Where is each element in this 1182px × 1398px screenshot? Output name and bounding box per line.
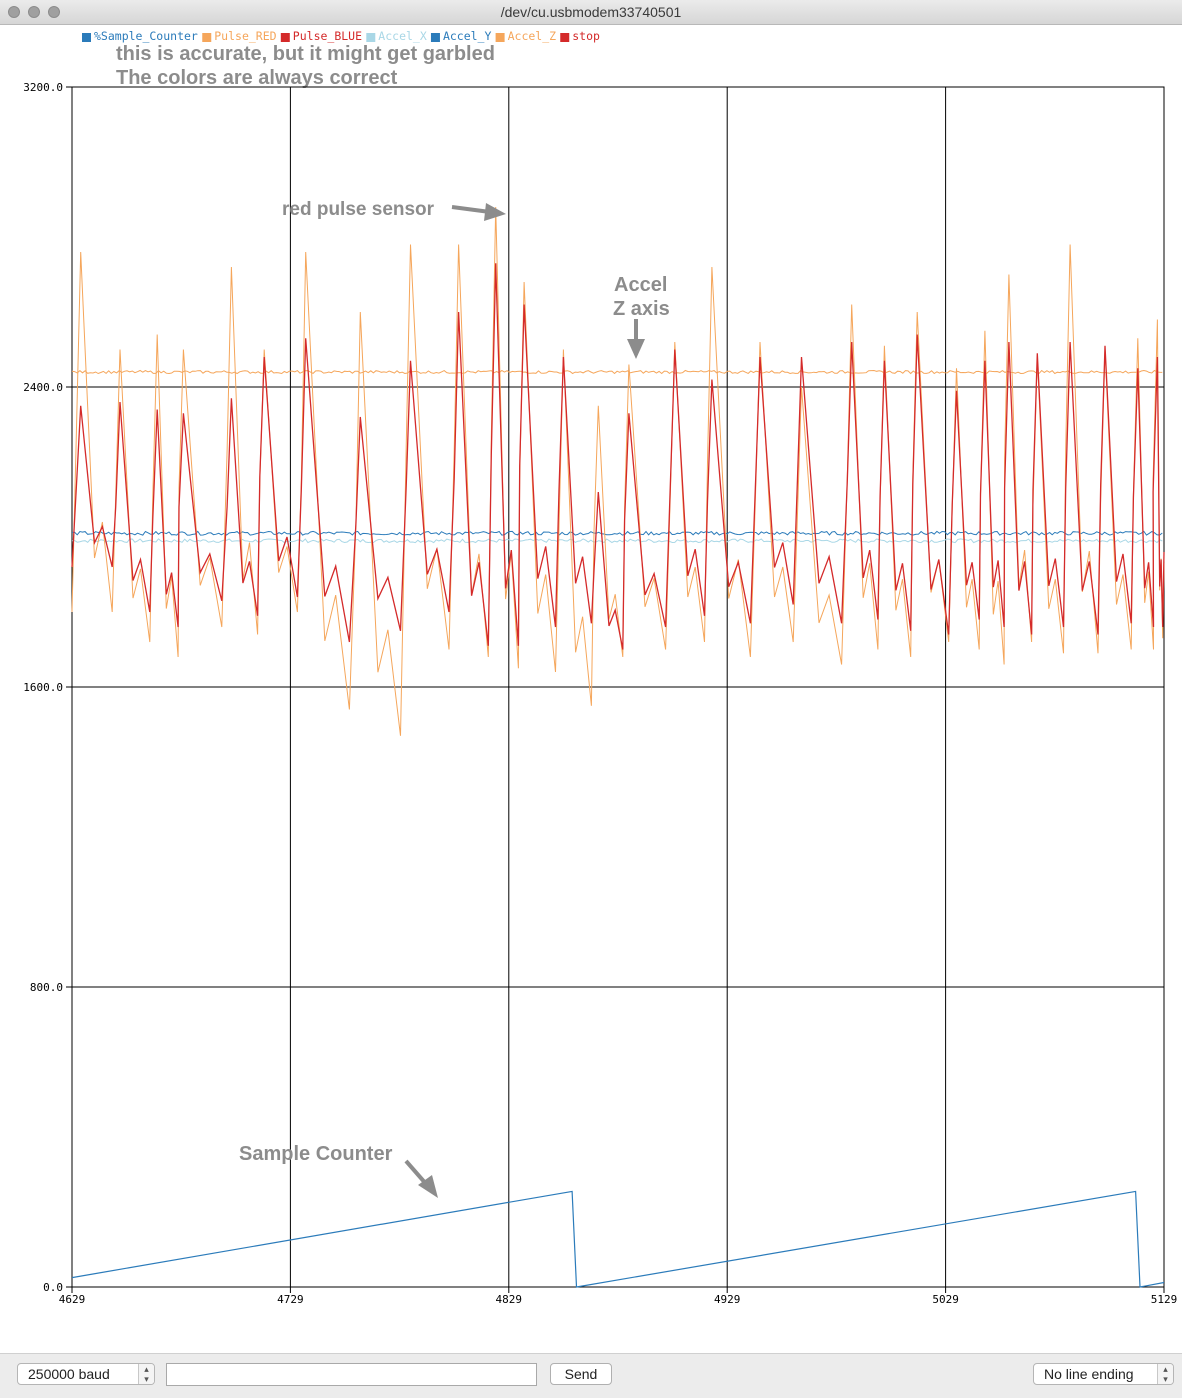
- series-line-pulse-blue: [71, 263, 1165, 650]
- y-tick-label: 800.0: [30, 981, 63, 994]
- series-line-accel-x: [71, 538, 1163, 544]
- legend-label: Accel_Z: [508, 29, 557, 43]
- legend-swatch: [82, 33, 91, 42]
- legend-swatch: [430, 33, 440, 42]
- x-tick-label: 4629: [59, 1293, 86, 1306]
- annotation-accel-z-line-1: Accel: [614, 274, 667, 296]
- y-tick-label: 1600.0: [23, 681, 63, 694]
- x-tick-label: 4829: [496, 1293, 523, 1306]
- legend-label: Pulse_RED: [214, 29, 276, 43]
- serial-send-input[interactable]: [166, 1363, 537, 1386]
- line-ending-value: No line ending: [1044, 1366, 1134, 1382]
- y-tick-label: 2400.0: [23, 381, 63, 394]
- x-tick-label: 4729: [277, 1293, 304, 1306]
- legend-label: Accel_Y: [443, 29, 492, 43]
- legend-swatch: [495, 33, 505, 42]
- arrow-accel-z: [627, 319, 645, 359]
- close-window-button[interactable]: [8, 6, 20, 18]
- annotation-accel-z-line-2: Z axis: [613, 298, 670, 320]
- chevron-updown-icon: ▴ ▾: [1157, 1364, 1173, 1384]
- y-tick-label: 0.0: [43, 1281, 63, 1294]
- minimize-window-button[interactable]: [28, 6, 40, 18]
- plot-canvas: %Sample_Counter Pulse_RED Pulse_BLUE Accel_…: [23, 29, 1177, 1306]
- legend-swatch: [560, 33, 570, 42]
- arrow-red-pulse: [451, 203, 506, 221]
- serial-plotter: %Sample_Counter Pulse_RED Pulse_BLUE Accel_…: [0, 25, 1182, 1353]
- x-tick-label: 4929: [714, 1293, 741, 1306]
- x-tick-label: 5029: [932, 1293, 959, 1306]
- legend-note-1: this is accurate, but it might get garbl…: [116, 43, 495, 65]
- y-tick-label: 3200.0: [23, 81, 63, 94]
- legend-swatch: [202, 33, 212, 42]
- window-titlebar: /dev/cu.usbmodem33740501: [0, 0, 1182, 25]
- window-title: /dev/cu.usbmodem33740501: [500, 4, 682, 20]
- legend-label: stop: [572, 29, 600, 43]
- annotation-red-pulse: red pulse sensor: [282, 199, 435, 220]
- x-tick-label: 5129: [1151, 1293, 1178, 1306]
- series-line-sample-counter: [71, 1190, 1165, 1288]
- chevron-updown-icon: ▴ ▾: [138, 1364, 154, 1384]
- legend-note-2: The colors are always correct: [116, 67, 398, 89]
- legend: %Sample_Counter Pulse_RED Pulse_BLUE Accel_…: [82, 29, 600, 43]
- plot-grid: [71, 86, 1165, 1288]
- line-ending-select[interactable]: No line ending ▴ ▾: [1033, 1363, 1174, 1385]
- legend-swatch: [280, 33, 290, 42]
- plot-series: [71, 206, 1165, 1288]
- zoom-window-button[interactable]: [48, 6, 60, 18]
- legend-label: %Sample_Counter: [94, 29, 198, 43]
- annotation-sample-counter: Sample Counter: [239, 1143, 393, 1165]
- baud-rate-value: 250000 baud: [28, 1366, 110, 1382]
- bottom-toolbar: 250000 baud ▴ ▾ Send No line ending ▴ ▾: [0, 1353, 1182, 1398]
- send-button[interactable]: Send: [550, 1363, 612, 1385]
- arrow-sample-counter: [404, 1159, 438, 1198]
- legend-label: Pulse_BLUE: [293, 29, 362, 43]
- series-line-accel-y: [71, 530, 1163, 536]
- legend-label: Accel_X: [378, 29, 427, 43]
- baud-rate-select[interactable]: 250000 baud ▴ ▾: [17, 1363, 155, 1385]
- series-line-accel-z: [71, 369, 1163, 375]
- legend-swatch: [366, 33, 376, 42]
